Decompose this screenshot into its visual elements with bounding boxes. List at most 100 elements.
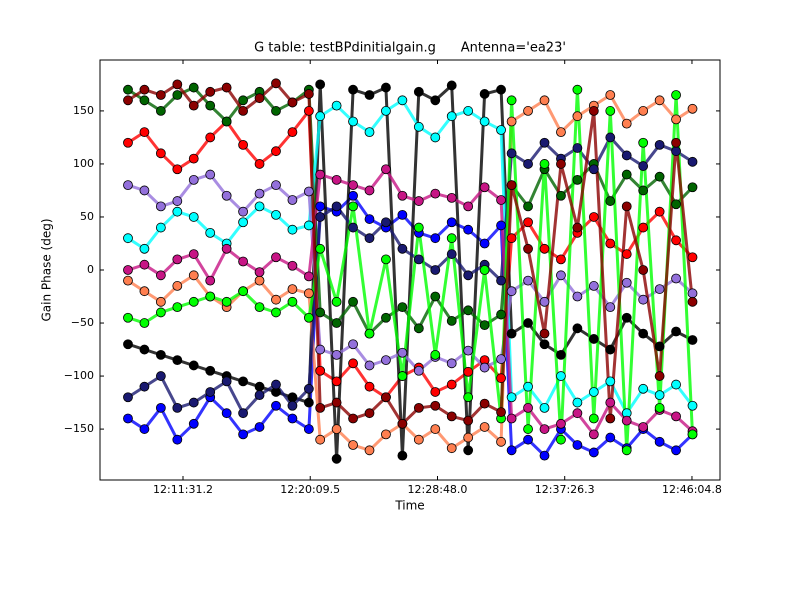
point — [556, 254, 566, 265]
point — [638, 137, 649, 148]
point — [506, 286, 517, 297]
point — [172, 79, 183, 90]
point — [413, 196, 424, 206]
point — [638, 294, 649, 305]
point — [254, 267, 265, 278]
point — [287, 127, 298, 138]
point — [506, 328, 517, 339]
point — [430, 188, 441, 199]
point — [381, 217, 391, 228]
point — [605, 344, 616, 355]
point — [315, 79, 326, 90]
point — [254, 201, 265, 212]
point — [172, 281, 183, 291]
point — [139, 424, 150, 434]
point — [638, 161, 649, 171]
point — [303, 288, 314, 299]
point — [172, 196, 183, 206]
point — [271, 209, 281, 220]
point — [654, 390, 665, 401]
point — [139, 84, 150, 95]
y-tick-label: 0 — [87, 263, 94, 276]
point — [397, 209, 408, 220]
point — [506, 95, 517, 106]
point — [654, 171, 665, 182]
point — [254, 381, 265, 392]
point — [315, 169, 326, 180]
point — [172, 434, 183, 445]
point — [621, 118, 632, 129]
point — [671, 235, 681, 246]
point — [605, 196, 616, 206]
point — [221, 116, 232, 127]
point — [287, 224, 298, 235]
point — [205, 169, 216, 180]
point — [671, 273, 681, 284]
point — [303, 397, 314, 408]
point — [303, 220, 314, 231]
point — [413, 86, 424, 97]
point — [687, 288, 698, 299]
point — [638, 383, 649, 394]
point — [238, 429, 248, 440]
point — [303, 106, 314, 116]
point — [572, 143, 583, 153]
point — [687, 429, 698, 440]
point — [331, 174, 342, 185]
point — [172, 355, 183, 366]
point — [413, 434, 424, 445]
point — [188, 249, 199, 259]
point — [605, 397, 616, 408]
point — [381, 392, 391, 403]
point — [364, 214, 375, 224]
point — [463, 201, 474, 212]
point — [238, 256, 248, 267]
point — [331, 397, 342, 408]
point — [671, 445, 681, 456]
point — [638, 222, 649, 233]
point — [539, 402, 550, 413]
point — [315, 434, 326, 445]
point — [287, 296, 298, 307]
point — [364, 185, 375, 196]
point — [588, 429, 599, 440]
point — [188, 212, 199, 222]
point — [397, 243, 408, 254]
y-tick-label: −150 — [64, 422, 94, 435]
point — [287, 195, 298, 205]
point — [139, 381, 150, 392]
point — [331, 296, 342, 307]
point — [397, 450, 408, 461]
point — [254, 275, 265, 286]
point — [539, 95, 550, 106]
point — [381, 254, 391, 265]
point — [496, 275, 506, 286]
x-tick-label: 12:11:31.2 — [153, 483, 213, 496]
point — [671, 411, 681, 422]
point — [496, 407, 506, 418]
point — [315, 365, 326, 376]
point — [172, 254, 183, 265]
point — [254, 422, 265, 432]
point — [381, 106, 391, 116]
point — [271, 146, 281, 157]
point — [205, 291, 216, 302]
point — [364, 233, 375, 244]
point — [605, 238, 616, 249]
point — [588, 387, 599, 397]
x-tick-label: 12:28:48.0 — [408, 483, 468, 496]
point — [496, 195, 506, 205]
point — [303, 89, 314, 99]
point — [463, 224, 474, 235]
point — [621, 249, 632, 259]
point — [496, 84, 506, 95]
point — [463, 432, 474, 443]
point — [331, 424, 342, 434]
point — [638, 265, 649, 275]
point — [430, 291, 441, 302]
point — [671, 114, 681, 125]
point — [523, 424, 533, 434]
point — [523, 201, 533, 212]
point — [413, 402, 424, 413]
